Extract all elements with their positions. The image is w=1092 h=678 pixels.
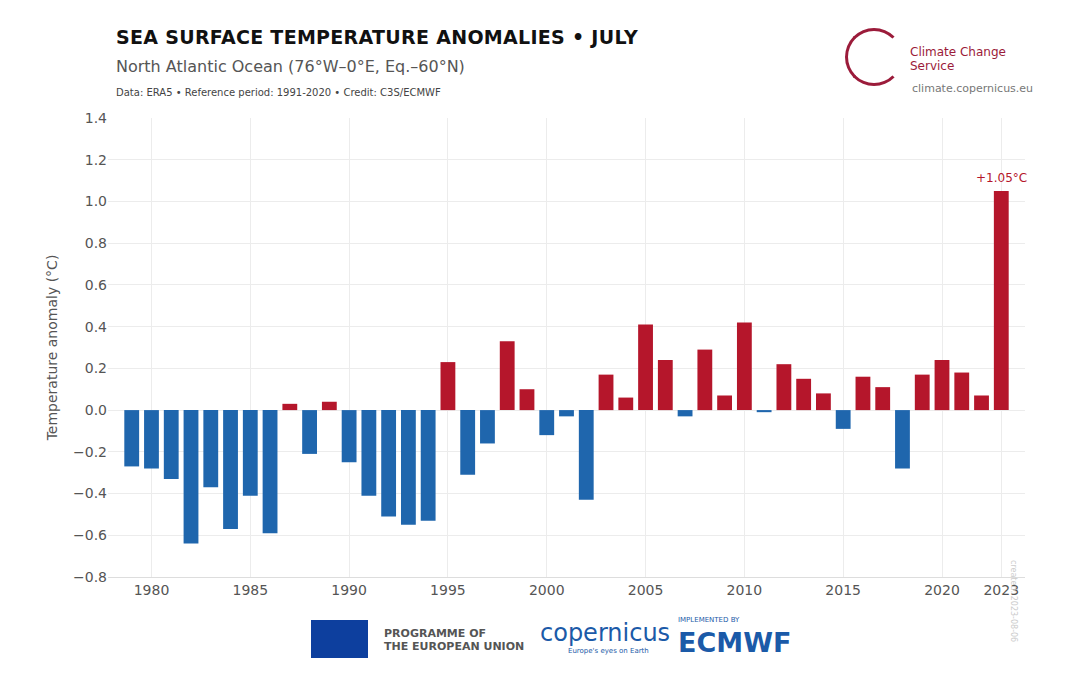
svg-text:0.2: 0.2: [85, 360, 107, 376]
svg-text:1.4: 1.4: [85, 110, 107, 126]
svg-text:0.0: 0.0: [85, 402, 107, 418]
html-text:PROGRAMME OF: PROGRAMME OF: [384, 627, 486, 640]
svg-text:−0.8: −0.8: [73, 569, 107, 585]
svg-text:2000: 2000: [529, 582, 565, 598]
svg-text:1995: 1995: [430, 582, 466, 598]
svg-text:−0.4: −0.4: [73, 485, 107, 501]
svg-text:Temperature anomaly (°C): Temperature anomaly (°C): [44, 255, 60, 442]
svg-text:1985: 1985: [232, 582, 268, 598]
svg-text:−0.6: −0.6: [73, 527, 107, 543]
html-text:created: 2023-08-06: created: 2023-08-06: [1009, 560, 1018, 643]
html-text:Climate Change Service: Climate Change Service: [910, 45, 1006, 73]
html-text:THE EUROPEAN UNION: THE EUROPEAN UNION: [384, 640, 525, 653]
html-text:SEA SURFACE TEMPERATURE ANOMAL: SEA SURFACE TEMPERATURE ANOMALIES • JULY: [116, 26, 638, 48]
html-text:ECMWF: ECMWF: [678, 627, 792, 658]
svg-text:0.4: 0.4: [85, 319, 107, 335]
html-text:IMPLEMENTED BY: IMPLEMENTED BY: [678, 616, 740, 624]
svg-text:0.6: 0.6: [85, 277, 107, 293]
svg-text:2023: 2023: [983, 581, 1020, 598]
html-text:climate.copernicus.eu: climate.copernicus.eu: [912, 82, 1034, 95]
svg-text:0.8: 0.8: [85, 235, 107, 251]
svg-text:2005: 2005: [628, 582, 664, 598]
svg-text:1.2: 1.2: [85, 152, 107, 168]
html-text:copernicus: copernicus: [540, 619, 671, 647]
html-text:Europe's eyes on Earth: Europe's eyes on Earth: [568, 647, 649, 655]
svg-text:2015: 2015: [825, 582, 861, 598]
svg-text:+1.05°C: +1.05°C: [976, 171, 1027, 185]
html-text:North Atlantic Ocean (76°W–0°E: North Atlantic Ocean (76°W–0°E, Eq.–60°N…: [116, 57, 465, 76]
svg-text:2020: 2020: [924, 582, 960, 598]
html-text:Data: ERA5 • Reference period:: Data: ERA5 • Reference period: 1991-2020…: [116, 87, 441, 98]
svg-text:1.0: 1.0: [85, 193, 107, 209]
svg-text:1990: 1990: [331, 582, 367, 598]
svg-text:1980: 1980: [134, 582, 170, 598]
svg-text:−0.2: −0.2: [73, 444, 107, 460]
svg-text:2010: 2010: [727, 582, 763, 598]
